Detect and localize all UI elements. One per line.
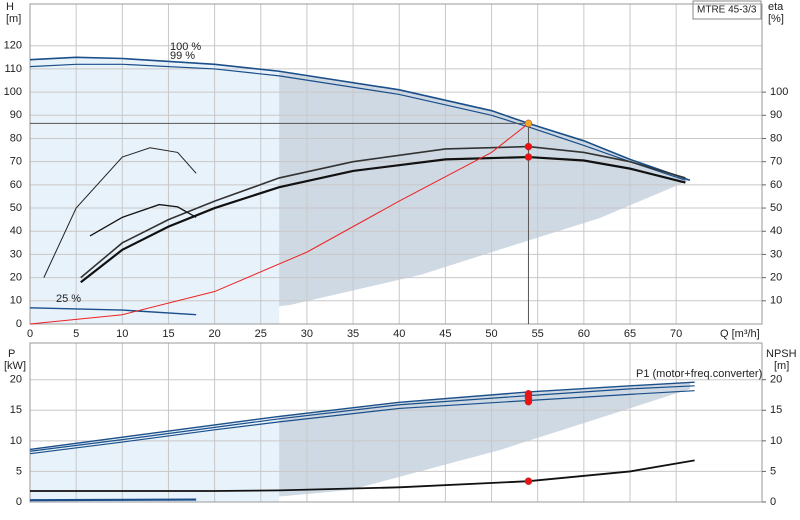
y-axis-unit: [m] [6,13,21,25]
y-tick-label: 120 [4,40,22,52]
curve [30,459,695,492]
y-axis-title: P [8,348,15,360]
plot-frame [29,342,763,503]
curve [80,155,686,284]
y-tick-label: 10 [10,435,22,447]
curve [29,390,695,455]
y2-tick-label: 60 [770,179,782,191]
curve [29,385,695,452]
y2-tick-label: 20 [770,374,782,386]
y-tick-label: 70 [10,156,22,168]
y-tick-label: 20 [10,272,22,284]
y2-tick-label: 100 [770,86,788,98]
y-tick-label: 80 [10,132,22,144]
x-tick-label: 30 [301,328,313,340]
y-tick-label: 90 [10,109,22,121]
y2-tick-label: 15 [770,404,782,416]
y-tick-label: 40 [10,225,22,237]
duty-point [524,397,533,406]
x-tick-label: 40 [393,328,405,340]
y2-tick-label: 5 [770,465,776,477]
x-tick-label: 0 [27,328,33,340]
x-tick-label: 60 [578,328,590,340]
duty-point [524,153,533,161]
curve [43,147,197,278]
x-tick-label: 25 [255,328,267,340]
duty-point [524,477,533,485]
y2-axis-title: NPSH [766,348,797,360]
y2-tick-label: 80 [770,132,782,144]
x-tick-label: 5 [73,328,79,340]
x-tick-label: 20 [208,328,220,340]
y2-tick-label: 50 [770,202,782,214]
x-axis-title: Q [m³/h] [720,328,760,340]
y-tick-label: 30 [10,248,22,260]
curve [29,381,695,451]
y-tick-label: 0 [16,318,22,330]
y-tick-label: 50 [10,202,22,214]
curve-label: 25 % [56,293,81,305]
y-axis-unit: [kW] [4,360,26,372]
y-tick-label: 10 [10,295,22,307]
y2-axis-title: eta [768,1,784,13]
operating-range [30,57,690,502]
y-tick-label: 15 [10,404,22,416]
x-tick-label: 10 [116,328,128,340]
y2-tick-label: 10 [770,295,782,307]
envelope-shade [30,57,280,324]
envelope-shade [30,416,280,502]
y2-tick-label: 40 [770,225,782,237]
curve-label: 99 % [170,50,195,62]
chart-title: MTRE 45-3/3 [697,5,757,16]
curve-label: P1 (motor+freq.converter) [636,368,762,380]
y-axis-title: H [6,1,14,13]
y2-tick-label: 90 [770,109,782,121]
y2-tick-label: 0 [770,496,776,508]
y2-tick-label: 10 [770,435,782,447]
y-tick-label: 5 [16,465,22,477]
duty-point [524,142,533,151]
x-tick-label: 65 [624,328,636,340]
y-tick-label: 110 [4,63,22,75]
plot-frame [29,3,763,325]
curve [29,123,529,325]
y-tick-label: 20 [10,374,22,386]
range-shade [150,383,690,502]
y-tick-label: 100 [4,86,22,98]
curve-label: 100 % [170,41,201,53]
x-tick-label: 55 [532,328,544,340]
x-tick-label: 45 [439,328,451,340]
y2-tick-label: 30 [770,248,782,260]
curve [29,63,686,181]
y2-tick-label: 70 [770,156,782,168]
title-box [692,0,762,20]
curve [29,498,197,502]
curve [29,56,691,181]
x-tick-label: 70 [670,328,682,340]
duty-point [524,119,533,128]
y2-axis-unit: [m] [774,360,789,372]
x-tick-label: 35 [347,328,359,340]
x-tick-label: 15 [162,328,174,340]
curve [29,307,197,316]
y2-tick-label: 20 [770,272,782,284]
curve [89,203,197,237]
y-tick-label: 60 [10,179,22,191]
curve [80,145,686,279]
y2-axis-unit: [%] [768,13,784,25]
x-tick-label: 50 [485,328,497,340]
y-tick-label: 0 [16,496,22,508]
